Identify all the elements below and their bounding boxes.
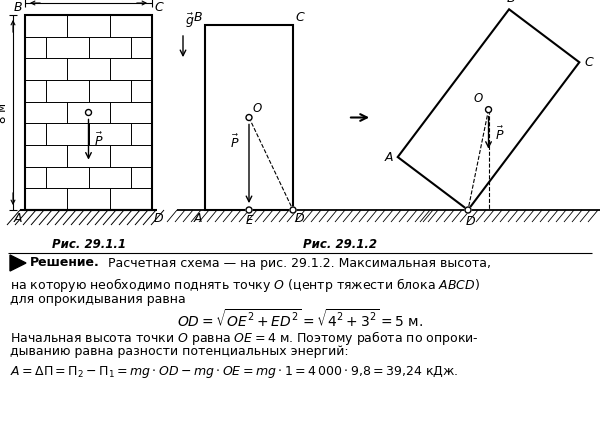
Text: O: O [473, 92, 482, 105]
Text: D: D [154, 212, 164, 225]
Text: $\vec{g}$: $\vec{g}$ [185, 12, 194, 30]
Text: C: C [154, 1, 163, 14]
Text: A: A [14, 212, 22, 225]
Text: дыванию равна разности потенциальных энергий:: дыванию равна разности потенциальных эне… [10, 346, 349, 358]
Text: $\vec{P}$: $\vec{P}$ [494, 126, 504, 143]
Circle shape [485, 107, 491, 113]
Text: Расчетная схема — на рис. 29.1.2. Максимальная высота,: Расчетная схема — на рис. 29.1.2. Максим… [104, 257, 491, 270]
Text: D: D [465, 215, 475, 228]
Text: $\vec{P}$: $\vec{P}$ [230, 134, 240, 151]
Text: на которую необходимо поднять точку $O$ (центр тяжести блока $ABCD$): на которую необходимо поднять точку $O$ … [10, 276, 480, 294]
Text: Решение.: Решение. [30, 257, 100, 270]
Text: $\vec{P}$: $\vec{P}$ [95, 132, 104, 149]
Circle shape [86, 110, 91, 115]
Text: Рис. 29.1.2: Рис. 29.1.2 [303, 238, 377, 251]
Text: 8 м: 8 м [0, 102, 9, 122]
Text: B: B [507, 0, 515, 5]
Text: B: B [193, 11, 202, 24]
Polygon shape [10, 255, 26, 271]
Text: O: O [253, 101, 262, 114]
Circle shape [465, 207, 471, 213]
Bar [25, 15, 152, 210]
Text: для опрокидывания равна: для опрокидывания равна [10, 292, 186, 305]
Text: $OD = \sqrt{OE^2 + ED^2} = \sqrt{4^2 + 3^2} = 5$ м.: $OD = \sqrt{OE^2 + ED^2} = \sqrt{4^2 + 3… [177, 308, 423, 330]
Text: A: A [384, 151, 393, 164]
Circle shape [246, 207, 252, 213]
Text: $A = \Delta\Pi = \Pi_2 - \Pi_1 = mg\cdot OD - mg\cdot OE = mg\cdot 1 = 4\,000\cd: $A = \Delta\Pi = \Pi_2 - \Pi_1 = mg\cdot… [10, 364, 458, 380]
Text: Рис. 29.1.1: Рис. 29.1.1 [52, 238, 125, 251]
Circle shape [290, 207, 296, 213]
Text: E: E [245, 214, 253, 227]
Circle shape [246, 114, 252, 121]
Text: C: C [295, 11, 304, 24]
Bar [205, 25, 293, 210]
Text: C: C [584, 56, 593, 69]
Text: A: A [193, 212, 202, 225]
Text: B: B [13, 1, 22, 14]
Text: Начальная высота точки $O$ равна $OE = 4$ м. Поэтому работа по опроки-: Начальная высота точки $O$ равна $OE = 4… [10, 329, 479, 347]
Text: D: D [295, 212, 305, 225]
